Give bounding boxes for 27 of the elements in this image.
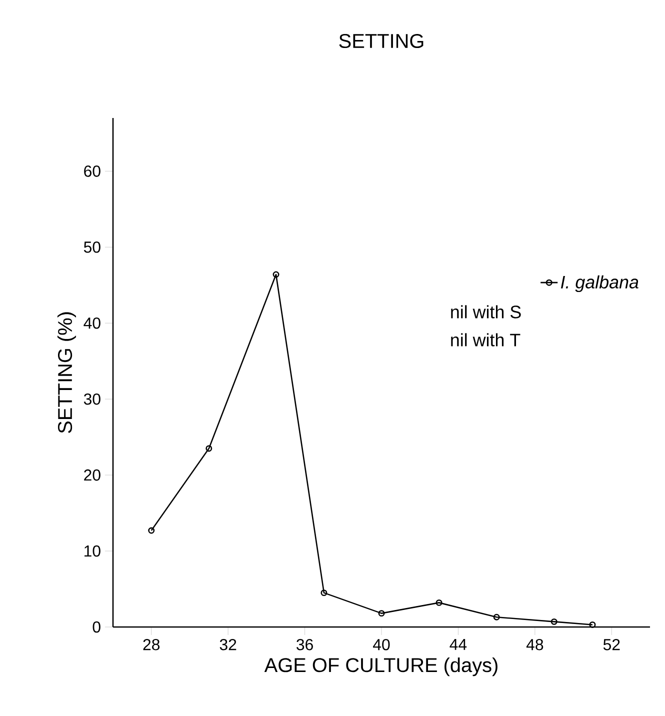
y-tick-label: 60 — [84, 166, 100, 177]
point — [436, 599, 442, 606]
legend-label: I. galbana — [560, 275, 638, 292]
x-tick-label: 52 — [603, 638, 620, 650]
point — [493, 614, 500, 620]
y-tick-label: 50 — [84, 242, 100, 253]
x-tick-label: 28 — [143, 638, 160, 650]
point — [272, 271, 280, 278]
y-axis-title: SETTING (%) — [57, 312, 76, 434]
point — [206, 445, 212, 452]
y-tick-label: 30 — [84, 393, 100, 405]
x-tick-label: 32 — [220, 638, 236, 650]
chart-title: SETTING — [339, 34, 424, 48]
y-tick-label: 10 — [84, 545, 100, 557]
x-tick-label: 48 — [526, 638, 544, 650]
x-axis-title: AGE OF CULTURE (days) — [264, 658, 498, 676]
x-tick-label: 36 — [296, 638, 313, 650]
annotation: nil with S — [451, 305, 521, 318]
point — [320, 590, 328, 596]
y-tick-label: 40 — [84, 317, 100, 329]
point — [550, 618, 558, 625]
point — [378, 610, 385, 617]
y-tick-label: 20 — [84, 469, 100, 481]
y-tick-label: 0 — [92, 621, 100, 633]
x-tick-label: 40 — [373, 638, 390, 650]
annotation: nil with T — [451, 333, 520, 346]
x-tick-label: 44 — [450, 638, 467, 650]
